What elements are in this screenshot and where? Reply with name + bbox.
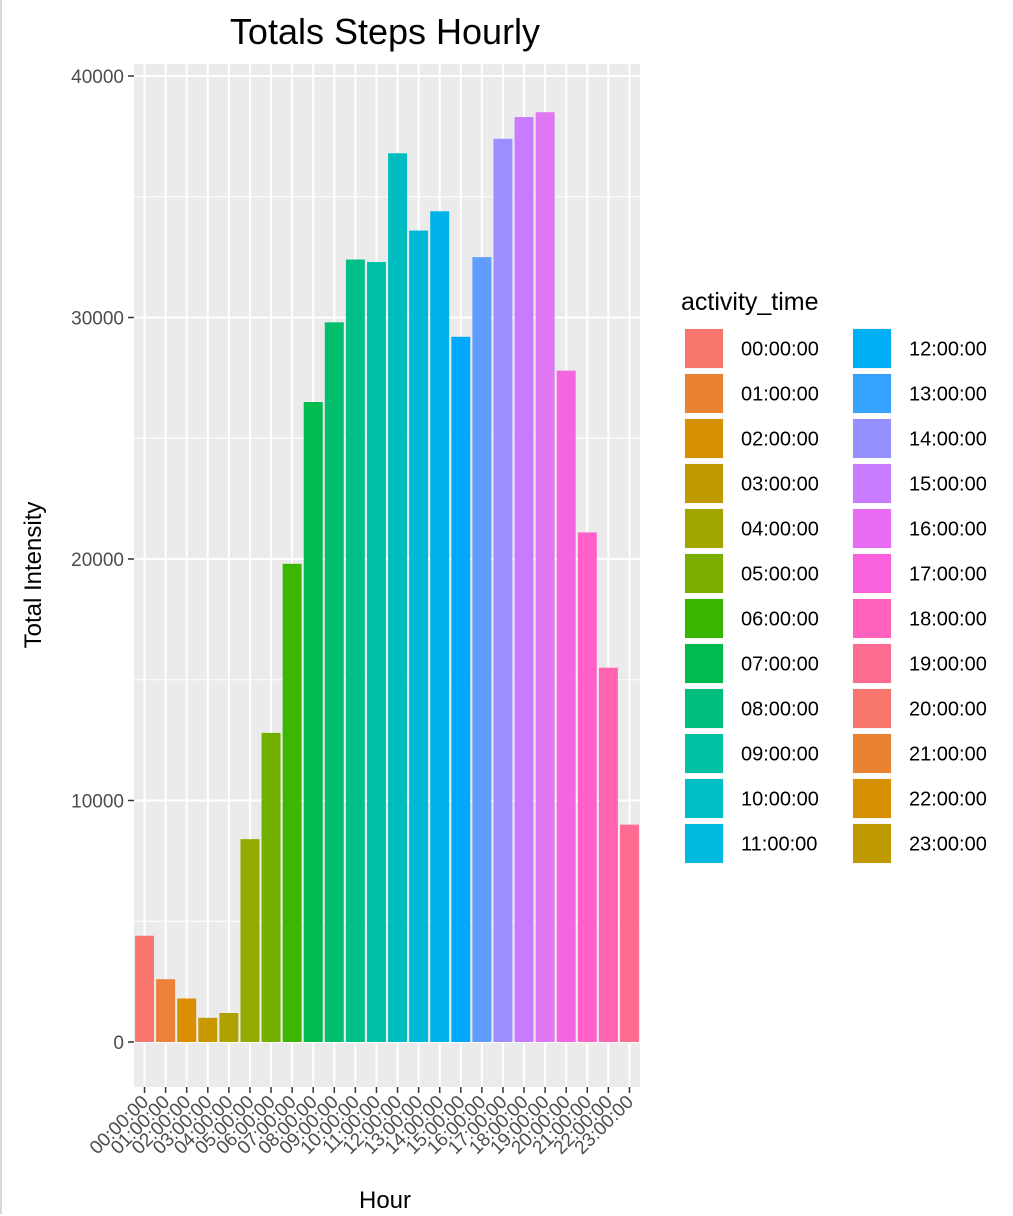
bar-09:00:00 <box>324 322 344 1043</box>
legend-label-02:00:00: 02:00:00 <box>741 429 819 451</box>
bar-21:00:00 <box>577 532 597 1042</box>
legend-label-08:00:00: 08:00:00 <box>741 699 819 721</box>
chart-title: Totals Steps Hourly <box>230 11 540 52</box>
legend-key-08:00:00 <box>685 689 723 728</box>
legend-key-10:00:00 <box>685 779 723 818</box>
legend-label-19:00:00: 19:00:00 <box>909 654 987 676</box>
legend-key-19:00:00 <box>853 644 891 683</box>
bar-05:00:00 <box>240 839 260 1042</box>
legend-label-20:00:00: 20:00:00 <box>909 699 987 721</box>
legend-title: activity_time <box>681 288 819 316</box>
bar-07:00:00 <box>282 563 302 1042</box>
legend-key-20:00:00 <box>853 689 891 728</box>
legend-key-14:00:00 <box>853 419 891 458</box>
bar-11:00:00 <box>366 261 386 1043</box>
legend-key-00:00:00 <box>685 329 723 368</box>
legend-label-06:00:00: 06:00:00 <box>741 609 819 631</box>
bar-23:00:00 <box>619 824 639 1042</box>
legend-label-01:00:00: 01:00:00 <box>741 384 819 406</box>
legend-label-16:00:00: 16:00:00 <box>909 519 987 541</box>
bar-10:00:00 <box>345 259 365 1042</box>
legend-key-16:00:00 <box>853 509 891 548</box>
legend-label-23:00:00: 23:00:00 <box>909 834 987 856</box>
bar-17:00:00 <box>493 138 513 1043</box>
bar-12:00:00 <box>388 153 408 1042</box>
legend-label-00:00:00: 00:00:00 <box>741 339 819 361</box>
legend-key-21:00:00 <box>853 734 891 773</box>
bar-18:00:00 <box>514 117 534 1043</box>
legend-key-18:00:00 <box>853 599 891 638</box>
legend-label-11:00:00: 11:00:00 <box>741 834 817 856</box>
bar-00:00:00 <box>135 935 155 1042</box>
x-axis-title: Hour <box>359 1187 411 1214</box>
legend-label-22:00:00: 22:00:00 <box>909 789 987 811</box>
legend-key-15:00:00 <box>853 464 891 503</box>
y-tick-label: 10000 <box>71 792 124 813</box>
y-tick-label: 20000 <box>71 550 124 571</box>
legend-label-05:00:00: 05:00:00 <box>741 564 819 586</box>
legend-label-18:00:00: 18:00:00 <box>909 609 987 631</box>
y-tick-label: 30000 <box>71 309 124 330</box>
legend: activity_time 00:00:00 01:00:00 02:00:00 03… <box>681 288 987 865</box>
bar-02:00:00 <box>177 998 197 1042</box>
plot-area: 01000020000300004000000:00:0001:00:0002:… <box>71 64 640 1159</box>
legend-key-17:00:00 <box>853 554 891 593</box>
legend-label-17:00:00: 17:00:00 <box>909 564 987 586</box>
legend-key-11:00:00 <box>685 824 723 863</box>
bar-15:00:00 <box>451 336 471 1042</box>
bar-03:00:00 <box>198 1017 218 1042</box>
legend-label-12:00:00: 12:00:00 <box>909 339 987 361</box>
bar-01:00:00 <box>156 979 176 1042</box>
legend-label-14:00:00: 14:00:00 <box>909 429 987 451</box>
legend-key-01:00:00 <box>685 374 723 413</box>
y-tick-label: 0 <box>113 1033 124 1054</box>
legend-label-13:00:00: 13:00:00 <box>909 384 987 406</box>
legend-key-09:00:00 <box>685 734 723 773</box>
legend-label-21:00:00: 21:00:00 <box>909 744 987 766</box>
legend-key-13:00:00 <box>853 374 891 413</box>
legend-label-07:00:00: 07:00:00 <box>741 654 819 676</box>
bar-16:00:00 <box>472 257 492 1042</box>
legend-key-03:00:00 <box>685 464 723 503</box>
bar-08:00:00 <box>303 402 323 1042</box>
bar-06:00:00 <box>261 732 281 1042</box>
legend-key-05:00:00 <box>685 554 723 593</box>
legend-key-06:00:00 <box>685 599 723 638</box>
bar-04:00:00 <box>219 1013 239 1042</box>
legend-label-09:00:00: 09:00:00 <box>741 744 819 766</box>
legend-label-15:00:00: 15:00:00 <box>909 474 987 496</box>
bar-22:00:00 <box>598 667 618 1042</box>
legend-key-23:00:00 <box>853 824 891 863</box>
bar-14:00:00 <box>430 211 450 1043</box>
legend-label-04:00:00: 04:00:00 <box>741 519 819 541</box>
plot-panel <box>134 64 640 1087</box>
legend-key-04:00:00 <box>685 509 723 548</box>
legend-key-02:00:00 <box>685 419 723 458</box>
y-tick-label: 40000 <box>71 67 124 88</box>
bar-13:00:00 <box>409 230 429 1042</box>
legend-label-03:00:00: 03:00:00 <box>741 474 819 496</box>
bar-19:00:00 <box>535 112 555 1043</box>
legend-key-07:00:00 <box>685 644 723 683</box>
legend-label-10:00:00: 10:00:00 <box>741 789 819 811</box>
bar-20:00:00 <box>556 370 576 1042</box>
y-axis-title: Total Intensity <box>20 502 47 649</box>
legend-key-12:00:00 <box>853 329 891 368</box>
legend-key-22:00:00 <box>853 779 891 818</box>
